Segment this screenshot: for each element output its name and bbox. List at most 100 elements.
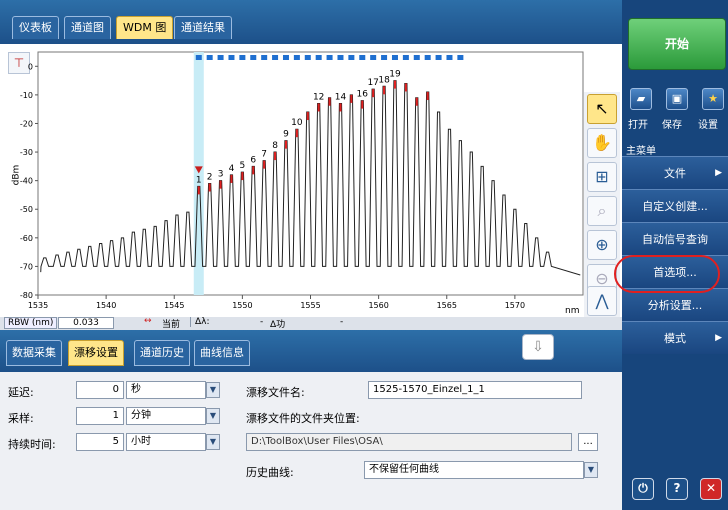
channel-grid-marker	[228, 55, 235, 60]
zoom-fit-icon[interactable]: ⊞	[587, 162, 617, 192]
tab-data-acquisition[interactable]: 数据采集	[6, 340, 62, 366]
tab-trace-info[interactable]: 曲线信息	[194, 340, 250, 366]
delay-input[interactable]: 0	[76, 381, 124, 399]
channel-grid-marker	[250, 55, 257, 60]
pointer-tool-icon[interactable]: ↖	[587, 94, 617, 124]
setup-star-icon[interactable]: ★	[702, 88, 724, 110]
channel-label: 4	[229, 164, 235, 174]
tab-wdm-graph[interactable]: WDM 图	[116, 16, 174, 39]
history-label: 历史曲线:	[246, 466, 294, 479]
chevron-down-icon[interactable]: ▼	[584, 462, 598, 478]
x-tick-label: 1565	[437, 301, 457, 310]
y-tick-label: -20	[20, 119, 33, 128]
y-tick-label: 0	[28, 62, 33, 71]
drift-file-input[interactable]: 1525-1570_Einzel_1_1	[368, 381, 582, 399]
tab-channel-results[interactable]: 通道结果	[174, 16, 232, 39]
menu-item-custom-create[interactable]: 自定义创建...	[622, 189, 728, 222]
channel-grid-marker	[337, 55, 344, 60]
channel-label: 6	[250, 155, 256, 165]
help-icon[interactable]: ?	[666, 478, 688, 500]
tab-drift-settings[interactable]: 漂移设置	[68, 340, 124, 366]
channel-grid-marker	[413, 55, 420, 60]
channel-grid-marker	[239, 55, 246, 60]
sample-label: 采样:	[8, 412, 34, 425]
menu-item-analysis-settings[interactable]: 分析设置...	[622, 288, 728, 321]
channel-grid-marker	[261, 55, 268, 60]
channel-label: 10	[291, 118, 303, 128]
spectrum-trace	[40, 80, 581, 276]
chevron-down-icon[interactable]: ▼	[206, 382, 220, 398]
browse-button[interactable]: ...	[578, 433, 598, 451]
current-label: 当前	[162, 320, 181, 330]
channel-grid-marker	[446, 55, 453, 60]
sample-input[interactable]: 1	[76, 407, 124, 425]
menu-item-auto-signal[interactable]: 自动信号查询	[622, 222, 728, 255]
selected-channel-band	[193, 52, 204, 295]
channel-label: 2	[207, 173, 213, 183]
x-tick-label: 1550	[232, 301, 252, 310]
channel-grid-marker	[359, 55, 366, 60]
menu-item-label: 文件	[664, 167, 686, 180]
sample-unit-select[interactable]: 分钟	[126, 407, 206, 425]
chevron-down-icon[interactable]: ▼	[206, 408, 220, 424]
duration-input[interactable]: 5	[76, 433, 124, 451]
menu-item-file[interactable]: 文件 ▶	[622, 156, 728, 189]
channel-grid-marker	[195, 55, 202, 60]
y-tick-label: -30	[20, 148, 33, 157]
duration-label: 持续时间:	[8, 438, 56, 451]
x-tick-label: 1555	[300, 301, 320, 310]
power-icon[interactable]: ⏻	[632, 478, 654, 500]
menu-item-label: 模式	[664, 332, 686, 345]
save-disk-icon[interactable]: ▣	[666, 88, 688, 110]
collapse-panel-icon[interactable]: ⇩	[522, 334, 554, 360]
chevron-right-icon: ▶	[715, 168, 722, 178]
drift-file-label: 漂移文件名:	[246, 386, 305, 399]
chart-tool-strip: ↖ ✋ ⊞ ⌕ ⊕ ⊖ ⋀	[584, 92, 620, 317]
tab-channel-history[interactable]: 通道历史	[134, 340, 190, 366]
chevron-down-icon[interactable]: ▼	[206, 434, 220, 450]
duration-unit-select[interactable]: 小时	[126, 433, 206, 451]
rbw-value: 0.033	[58, 317, 114, 329]
setup-label: 设置	[698, 120, 718, 131]
delay-unit-select[interactable]: 秒	[126, 381, 206, 399]
channel-grid-marker	[315, 55, 322, 60]
channel-label: 7	[261, 150, 267, 160]
y-tick-label: -50	[20, 205, 33, 214]
x-axis-unit: nm	[565, 306, 580, 316]
delta-power-label: Δ功	[270, 320, 286, 330]
marker-triangle	[194, 166, 203, 174]
menu-item-mode[interactable]: 模式 ▶	[622, 321, 728, 354]
channel-grid-marker	[272, 55, 279, 60]
history-select[interactable]: 不保留任何曲线	[364, 461, 584, 479]
y-tick-label: -40	[20, 177, 33, 186]
current-arrow-icon: ↔	[144, 316, 152, 326]
channel-label: 8	[272, 141, 278, 151]
close-icon[interactable]: ✕	[700, 478, 722, 500]
tab-channel-map[interactable]: 通道图	[64, 16, 111, 39]
folder-path-field: D:\ToolBox\User Files\OSA\	[246, 433, 572, 451]
open-folder-icon[interactable]: ▰	[630, 88, 652, 110]
channel-grid-marker	[293, 55, 300, 60]
zoom-reset-icon[interactable]: ⌕	[587, 196, 617, 226]
channel-label: 14	[335, 92, 347, 102]
zoom-in-icon[interactable]: ⊕	[587, 230, 617, 260]
channel-grid-marker	[381, 55, 388, 60]
channel-label: 1	[196, 175, 202, 185]
channel-label: 12	[313, 92, 324, 102]
tab-dashboard[interactable]: 仪表板	[12, 16, 59, 39]
auto-scale-icon[interactable]: ⋀	[587, 286, 617, 316]
start-button[interactable]: 开始	[628, 18, 726, 70]
open-label: 打开	[628, 120, 648, 131]
x-tick-label: 1535	[28, 301, 48, 310]
highlight-circle	[614, 255, 720, 293]
pan-hand-icon[interactable]: ✋	[587, 128, 617, 158]
delta-lambda-value: -	[260, 317, 264, 327]
marker-tool-icon[interactable]: ⊤	[8, 52, 30, 74]
top-tab-bar: 仪表板 通道图 WDM 图 通道结果	[0, 0, 622, 44]
x-tick-label: 1545	[164, 301, 184, 310]
channel-grid-marker	[206, 55, 213, 60]
channel-grid-marker	[326, 55, 333, 60]
bottom-tab-bar: 数据采集 漂移设置 通道历史 曲线信息 ⇩	[0, 330, 622, 372]
rbw-status-bar: RBW (nm) 0.033 ↔ 当前 Δλ: - Δ功 -	[0, 316, 622, 330]
